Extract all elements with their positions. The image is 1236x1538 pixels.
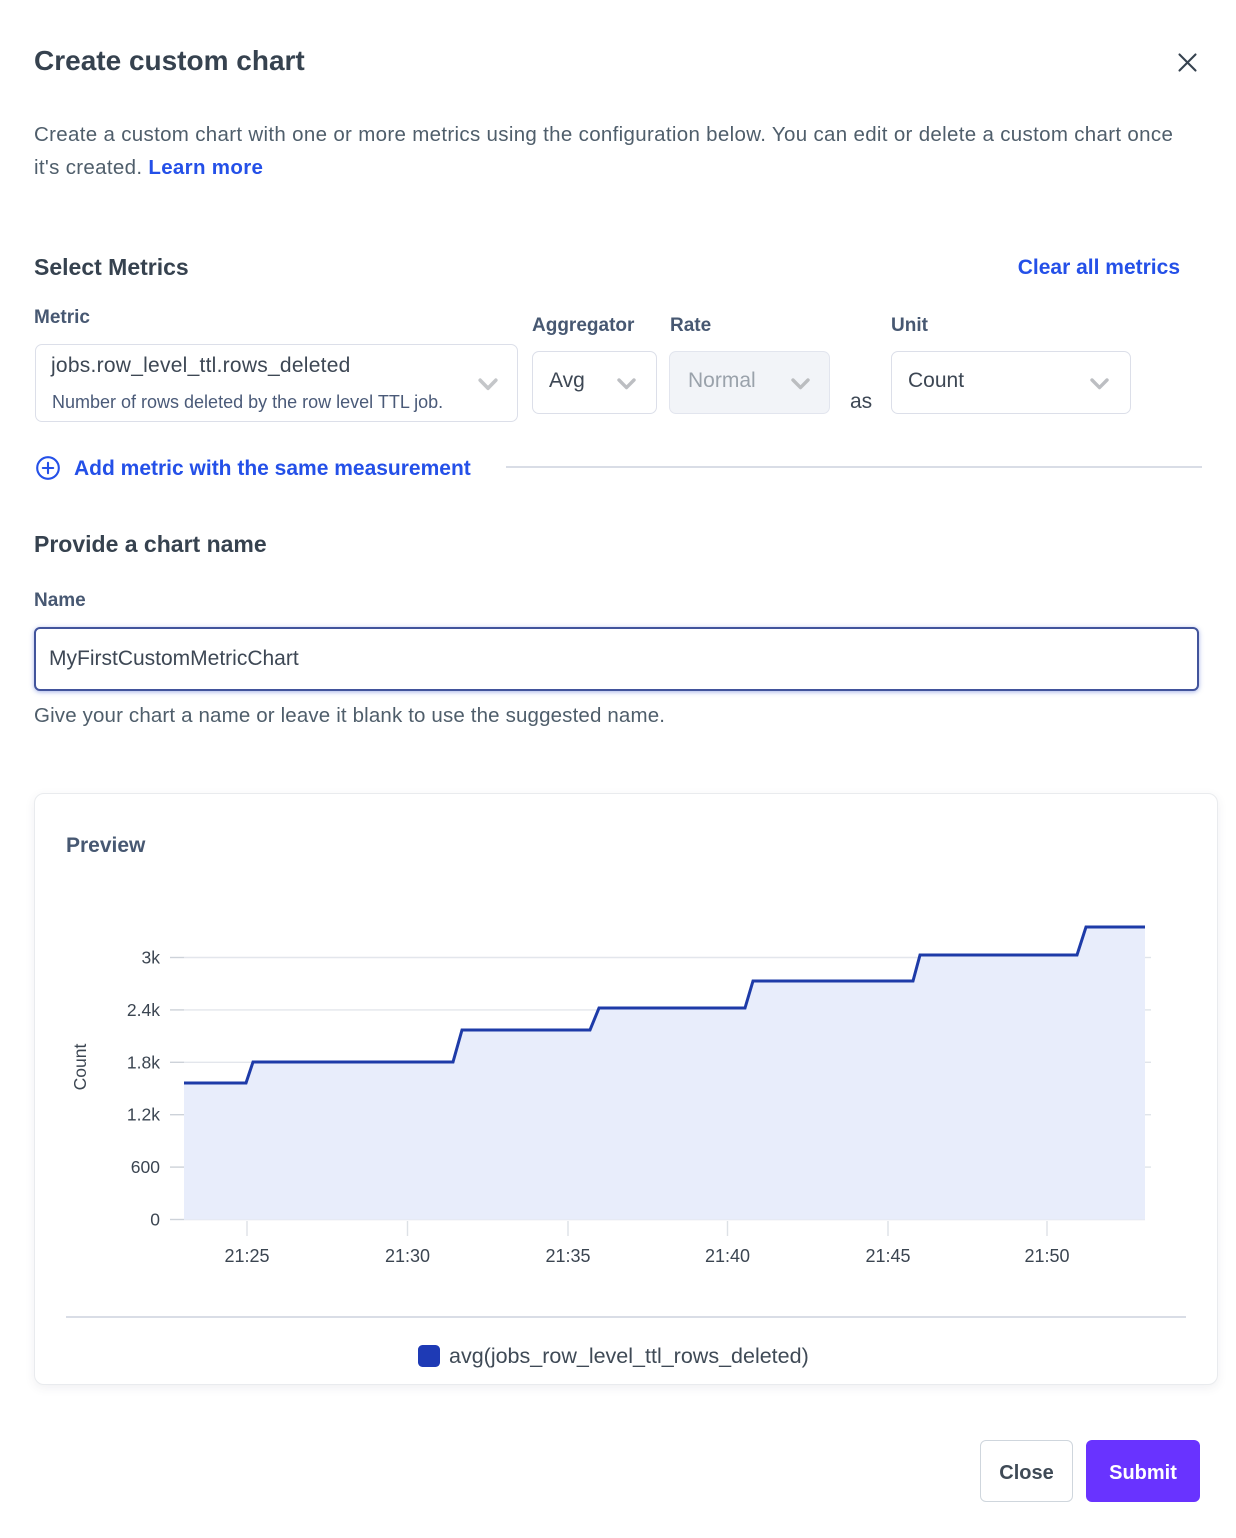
svg-text:21:40: 21:40 (705, 1246, 750, 1266)
svg-text:21:50: 21:50 (1024, 1246, 1069, 1266)
svg-text:Count: Count (70, 1044, 90, 1091)
svg-text:21:35: 21:35 (545, 1246, 590, 1266)
svg-text:1.2k: 1.2k (127, 1105, 160, 1125)
svg-text:1.8k: 1.8k (127, 1052, 160, 1072)
svg-text:21:30: 21:30 (385, 1246, 430, 1266)
svg-text:21:25: 21:25 (224, 1246, 269, 1266)
svg-text:2.4k: 2.4k (127, 1000, 160, 1020)
svg-text:0: 0 (150, 1210, 160, 1230)
svg-text:21:45: 21:45 (865, 1246, 910, 1266)
svg-text:600: 600 (131, 1157, 160, 1177)
svg-text:3k: 3k (142, 948, 161, 968)
